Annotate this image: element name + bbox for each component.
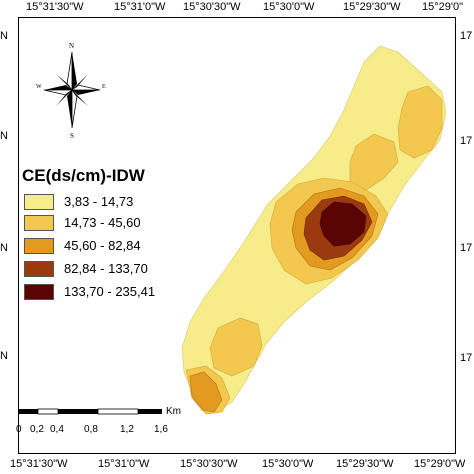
top-coord-label: 15°29'0" [422, 1, 463, 13]
bottom-coord-label: 15°29'0"W [414, 458, 466, 470]
top-coord-label: 15°31'0"W [114, 1, 166, 13]
bottom-coord-label: 15°31'30"W [10, 458, 68, 470]
compass-needle-icon [72, 90, 100, 95]
right-coord-label: 17 [460, 30, 473, 42]
compass-needle-icon [70, 84, 101, 91]
scale-bar-segment [138, 409, 162, 414]
scale-tick-label: 0,4 [50, 424, 64, 435]
right-coord-label: 17 [460, 135, 473, 147]
study-area-map [181, 45, 447, 415]
compass-needle-icon [67, 90, 72, 128]
bottom-coord-label: 15°30'0"W [262, 458, 314, 470]
top-coord-label: 15°30'30"W [183, 1, 241, 13]
scale-tick-label: 0 [16, 424, 22, 435]
scale-tick-label: 0,2 [30, 424, 44, 435]
scale-unit-label: Km [166, 406, 181, 417]
legend-swatch [24, 261, 54, 277]
zone-class-2 [209, 317, 263, 377]
left-coord-label: N [0, 30, 8, 42]
compass-needle-icon [44, 85, 72, 90]
compass-needle-icon [72, 52, 77, 90]
compass-east-label: E [102, 84, 106, 90]
legend-title: CE(ds/cm)-IDW [22, 166, 145, 185]
scale-tick-label: 1,2 [120, 424, 134, 435]
legend-label: 14,73 - 45,60 [64, 215, 141, 230]
zone-class-2 [349, 133, 399, 191]
compass-needle-icon [56, 90, 72, 106]
compass-needle-icon [56, 74, 72, 90]
compass-west-label: W [36, 84, 42, 90]
scale-tick-label: 0,8 [84, 424, 98, 435]
legend-label: 3,83 - 14,73 [64, 194, 134, 209]
scale-bar [18, 408, 162, 415]
left-coord-label: N [0, 242, 8, 254]
legend-label: 133,70 - 235,41 [64, 284, 156, 299]
bottom-coord-label: 15°31'0"W [98, 458, 150, 470]
scale-tick-label: 1,6 [154, 424, 168, 435]
legend-swatch [24, 194, 54, 210]
compass-south-label: S [70, 132, 74, 140]
north-arrow-compass: N S E W [36, 42, 106, 140]
zone-class-5 [319, 201, 367, 247]
legend-label: 82,84 - 133,70 [64, 261, 148, 276]
left-coord-label: N [0, 350, 8, 362]
legend-label: 45,60 - 82,84 [64, 238, 141, 253]
scale-bar-segment [58, 409, 98, 414]
bottom-coord-label: 15°30'30"W [180, 458, 238, 470]
right-coord-label: 17 [460, 242, 473, 254]
legend-swatch [24, 238, 54, 254]
zone-class-2 [397, 85, 443, 159]
compass-needle-icon [72, 74, 88, 90]
left-coord-label: N [0, 130, 8, 142]
compass-needle-icon [43, 89, 74, 96]
compass-needle-icon [72, 90, 88, 106]
scale-bar-segment [97, 408, 139, 415]
legend-swatch [24, 284, 54, 300]
scale-bar-segment [18, 409, 38, 414]
bottom-coord-label: 15°29'30"W [336, 458, 394, 470]
right-coord-label: 17 [460, 352, 473, 364]
top-coord-label: 15°29'30"W [343, 1, 401, 13]
legend-swatch [24, 215, 54, 231]
zone-class-3 [189, 371, 223, 413]
compass-north-label: N [69, 42, 74, 50]
scale-bar-segment [37, 408, 59, 415]
top-coord-label: 15°31'30"W [26, 1, 84, 13]
top-coord-label: 15°30'0"W [263, 1, 315, 13]
